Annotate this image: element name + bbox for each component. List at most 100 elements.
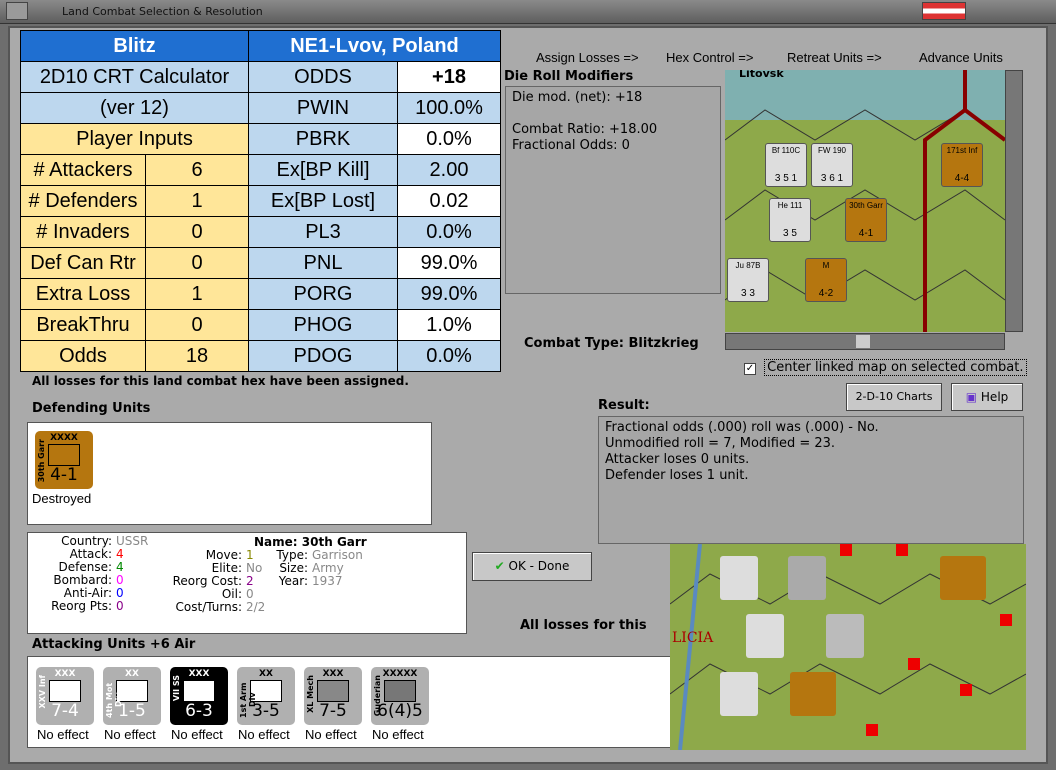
result-line: Defender loses 1 unit.	[605, 468, 749, 483]
linked-map[interactable]: Litovsk Bf 110C 3 5 1 FW 190 3 6 1 He 111 3 5…	[725, 70, 1005, 332]
attacking-unit-counter[interactable]: XX 3-5 1st Arm Div	[237, 667, 295, 725]
info-key: Anti-Air:	[63, 586, 112, 600]
info-value: Army	[312, 561, 344, 575]
info-value: No	[246, 561, 263, 575]
out-label: PHOG	[248, 309, 398, 341]
ok-done-button[interactable]: ✔ OK - Done	[472, 552, 592, 581]
map-hscrollbar[interactable]	[725, 333, 1005, 350]
step-hex-control[interactable]: Hex Control =>	[666, 50, 754, 65]
info-row: Bombard: 0	[28, 574, 123, 587]
unit-symbol-icon	[183, 680, 215, 702]
unit-symbol-icon	[317, 680, 349, 702]
map-counter[interactable]: Ju 87B 3 3	[727, 258, 769, 302]
input-value[interactable]: 0	[145, 309, 249, 341]
info-value: 0	[116, 599, 124, 613]
map-counter-name: 171st Inf	[946, 146, 978, 155]
map-counter-name: Ju 87B	[735, 261, 761, 270]
map-counter[interactable]: 30th Garr 4-1	[845, 198, 887, 242]
input-value[interactable]: 1	[145, 185, 249, 217]
out-label: Ex[BP Lost]	[248, 185, 398, 217]
attacking-unit-counter[interactable]: XX 1-5 4th Mot Div	[103, 667, 161, 725]
map-counter-strength: 3 6 1	[820, 173, 844, 184]
info-value: 0	[116, 573, 124, 587]
info-value: 2	[246, 574, 254, 588]
input-value[interactable]: 0	[145, 247, 249, 279]
unit-strength: 1-5	[118, 701, 146, 721]
unit-strength: 6(4)5	[377, 701, 423, 721]
unit-strength: 6-3	[185, 701, 213, 721]
map-counter[interactable]: He 111 3 5	[769, 198, 811, 242]
unit-size: XXX	[188, 669, 210, 679]
defending-unit-counter[interactable]: XXXX 4-1 30th Garr	[35, 431, 93, 489]
step-assign-losses[interactable]: Assign Losses =>	[536, 50, 639, 65]
attacking-unit-counter[interactable]: XXX 7-4 XXV Inf	[36, 667, 94, 725]
charts-button[interactable]: 2-D-10 Charts	[846, 383, 942, 411]
map-counter-name: Bf 110C	[771, 146, 801, 155]
step-retreat-units[interactable]: Retreat Units =>	[787, 50, 882, 65]
info-row: Oil: 0	[154, 587, 254, 601]
help-button[interactable]: ▣ Help	[951, 383, 1023, 411]
out-value: 99.0%	[397, 247, 501, 279]
crt-calculator: Blitz NE1-Lvov, Poland 2D10 CRT Calculato…	[20, 30, 501, 372]
garrison-symbol-icon	[48, 444, 80, 466]
out-value: 99.0%	[397, 278, 501, 310]
info-key: Oil:	[221, 587, 242, 601]
map-vscrollbar[interactable]	[1005, 70, 1023, 332]
attacking-unit-counter[interactable]: XXXXX 6(4)5 Guderian	[371, 667, 429, 725]
input-value[interactable]: 1	[145, 278, 249, 310]
result-line: Unmodified roll = 7, Modified = 23.	[605, 436, 836, 451]
attacking-unit-counter[interactable]: XXX 7-5 XL Mech	[304, 667, 362, 725]
unit-status: No effect	[37, 727, 89, 742]
map-counter-strength: 3 5	[783, 228, 797, 239]
unit-strength: 4-1	[50, 465, 78, 485]
out-value: 2.00	[397, 154, 501, 186]
out-value: 0.0%	[397, 216, 501, 248]
map-counter[interactable]: M 4-2	[805, 258, 847, 302]
info-key: Defense:	[58, 560, 112, 574]
unit-status: No effect	[238, 727, 290, 742]
mini-map[interactable]: LICIA	[670, 544, 1026, 750]
center-map-label: Center linked map on selected combat.	[764, 359, 1027, 376]
info-row: Attack: 4	[28, 548, 124, 561]
unit-status: No effect	[305, 727, 357, 742]
mini-hex-map	[670, 544, 1026, 750]
out-value: 0.02	[397, 185, 501, 217]
info-key: Type:	[276, 548, 308, 562]
map-counter[interactable]: FW 190 3 6 1	[811, 143, 853, 187]
input-value[interactable]: 0	[145, 216, 249, 248]
out-value: +18	[397, 61, 501, 93]
checkbox-icon[interactable]: ✓	[744, 363, 756, 375]
info-value: 2/2	[246, 600, 266, 614]
input-label: # Defenders	[20, 185, 146, 217]
info-value: 4	[116, 547, 124, 561]
system-menu-button[interactable]	[6, 2, 28, 20]
input-value[interactable]: 18	[145, 340, 249, 372]
unit-status: Destroyed	[32, 491, 92, 506]
unit-size: XXXXX	[382, 669, 418, 679]
map-counter-strength: 3 3	[741, 288, 755, 299]
help-book-icon: ▣	[965, 390, 978, 404]
center-map-checkbox[interactable]: ✓ Center linked map on selected combat.	[744, 359, 1027, 376]
map-counter[interactable]: Bf 110C 3 5 1	[765, 143, 807, 187]
result-line: Fractional odds (.000) roll was (.000) -…	[605, 420, 879, 435]
window-title: Land Combat Selection & Resolution	[62, 5, 263, 18]
unit-symbol-icon	[49, 680, 81, 702]
unit-name: VII SS	[172, 675, 181, 702]
map-label: Litovsk	[739, 70, 784, 80]
attacking-unit-counter[interactable]: XXX 6-3 VII SS	[170, 667, 228, 725]
map-counter[interactable]: 171st Inf 4-4	[941, 143, 983, 187]
info-row: Size: Army	[262, 562, 343, 575]
info-key: Cost/Turns:	[175, 600, 242, 614]
out-label: PWIN	[248, 92, 398, 124]
result-line: Attacker loses 0 units.	[605, 452, 750, 467]
out-value: 1.0%	[397, 309, 501, 341]
result-box: Fractional odds (.000) roll was (.000) -…	[598, 416, 1024, 544]
input-value[interactable]: 6	[145, 154, 249, 186]
unit-symbol-icon	[250, 680, 282, 702]
info-key: Move:	[205, 548, 242, 562]
scroll-thumb[interactable]	[856, 335, 870, 348]
info-key: Reorg Cost:	[172, 574, 242, 588]
unit-status: No effect	[171, 727, 223, 742]
step-advance-units[interactable]: Advance Units	[919, 50, 1003, 65]
unit-symbol-icon	[384, 680, 416, 702]
